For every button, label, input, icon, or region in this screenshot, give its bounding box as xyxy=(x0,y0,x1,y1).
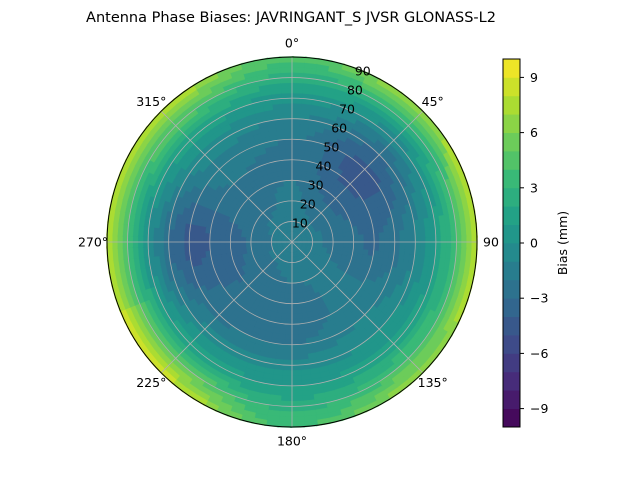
colorbar-level xyxy=(503,169,520,189)
angle-tick-label: 225° xyxy=(136,375,166,390)
colorbar-level xyxy=(503,408,520,428)
colorbar-tick-label: −6 xyxy=(530,346,548,361)
angular-gridline xyxy=(160,241,293,374)
colorbar-tick-label: 6 xyxy=(530,125,538,140)
colorbar-level xyxy=(503,77,520,97)
radial-tick-label: 20 xyxy=(300,197,316,212)
plot-boundary xyxy=(106,56,478,428)
angular-gridline xyxy=(291,110,424,243)
colorbar-level xyxy=(503,279,520,299)
radial-tick-label: 60 xyxy=(331,121,347,136)
polar-grid xyxy=(107,57,477,427)
radial-tick-label: 90 xyxy=(355,64,371,79)
radial-tick-label: 80 xyxy=(347,83,363,98)
radial-tick-label: 40 xyxy=(316,159,332,174)
colorbar-level xyxy=(503,206,520,225)
colorbar-tick-label: 0 xyxy=(530,236,538,251)
colorbar-level xyxy=(503,132,520,152)
angular-gridline xyxy=(160,110,293,243)
angle-tick-label: 270° xyxy=(78,235,108,250)
radial-tick-label: 50 xyxy=(323,140,339,155)
colorbar: −9 −6 −3 0 3 6 9 Bias (mm) xyxy=(502,58,570,428)
radial-tick-labels: 10 20 30 40 50 60 70 80 90 xyxy=(292,64,371,231)
angle-tick-label: 90 xyxy=(483,235,499,250)
colorbar-level xyxy=(503,95,520,115)
angle-tick-label: 135° xyxy=(418,375,448,390)
angle-tick-label: 0° xyxy=(285,36,299,51)
field-cell xyxy=(278,56,295,63)
colorbar-level xyxy=(503,243,520,262)
colorbar-level xyxy=(503,187,520,207)
colorbar-level xyxy=(503,151,520,170)
angular-gridline xyxy=(291,241,424,374)
colorbar-level xyxy=(503,353,520,373)
colorbar-level xyxy=(503,335,520,354)
colorbar-level xyxy=(503,390,520,409)
colorbar-tick-label: −3 xyxy=(530,291,548,306)
colorbar-level xyxy=(503,316,520,336)
colorbar-level xyxy=(503,114,520,133)
colorbar-level xyxy=(503,261,520,281)
radial-tick-label: 10 xyxy=(292,216,308,231)
colorbar-level xyxy=(503,59,520,78)
colorbar-tick-label: 9 xyxy=(530,70,538,85)
colorbar-tick-label: 3 xyxy=(530,180,538,195)
angle-tick-labels: 0° 45° 90 135° 180° 225° 270° 315° xyxy=(78,36,499,449)
colorbar-level xyxy=(503,371,520,391)
angle-tick-label: 315° xyxy=(136,94,166,109)
bias-field xyxy=(106,56,478,428)
angle-tick-label: 180° xyxy=(277,434,307,449)
radial-tick-label: 30 xyxy=(308,178,324,193)
colorbar-tick-label: −9 xyxy=(530,401,548,416)
colorbar-level xyxy=(503,298,520,317)
colorbar-level xyxy=(503,224,520,244)
chart-title: Antenna Phase Biases: JAVRINGANT_S JVSR … xyxy=(86,10,496,26)
colorbar-label: Bias (mm) xyxy=(555,211,570,275)
radial-tick-label: 70 xyxy=(339,102,355,117)
angle-tick-label: 45° xyxy=(422,94,444,109)
